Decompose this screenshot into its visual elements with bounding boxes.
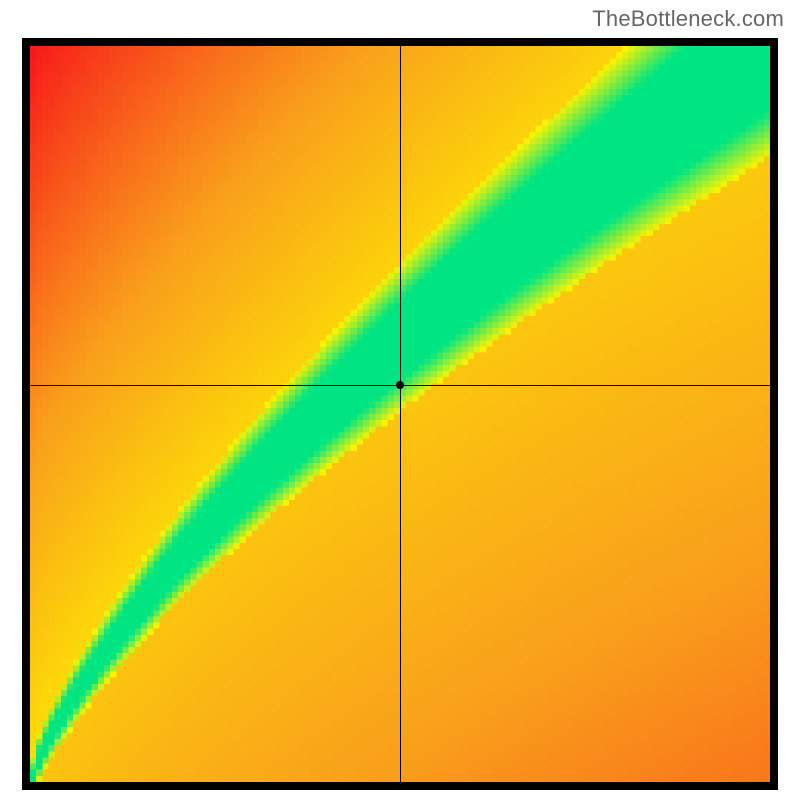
page-root: TheBottleneck.com (0, 0, 800, 800)
heatmap-plot-area (30, 46, 770, 782)
watermark-text: TheBottleneck.com (592, 6, 784, 32)
heatmap-canvas (30, 46, 770, 782)
